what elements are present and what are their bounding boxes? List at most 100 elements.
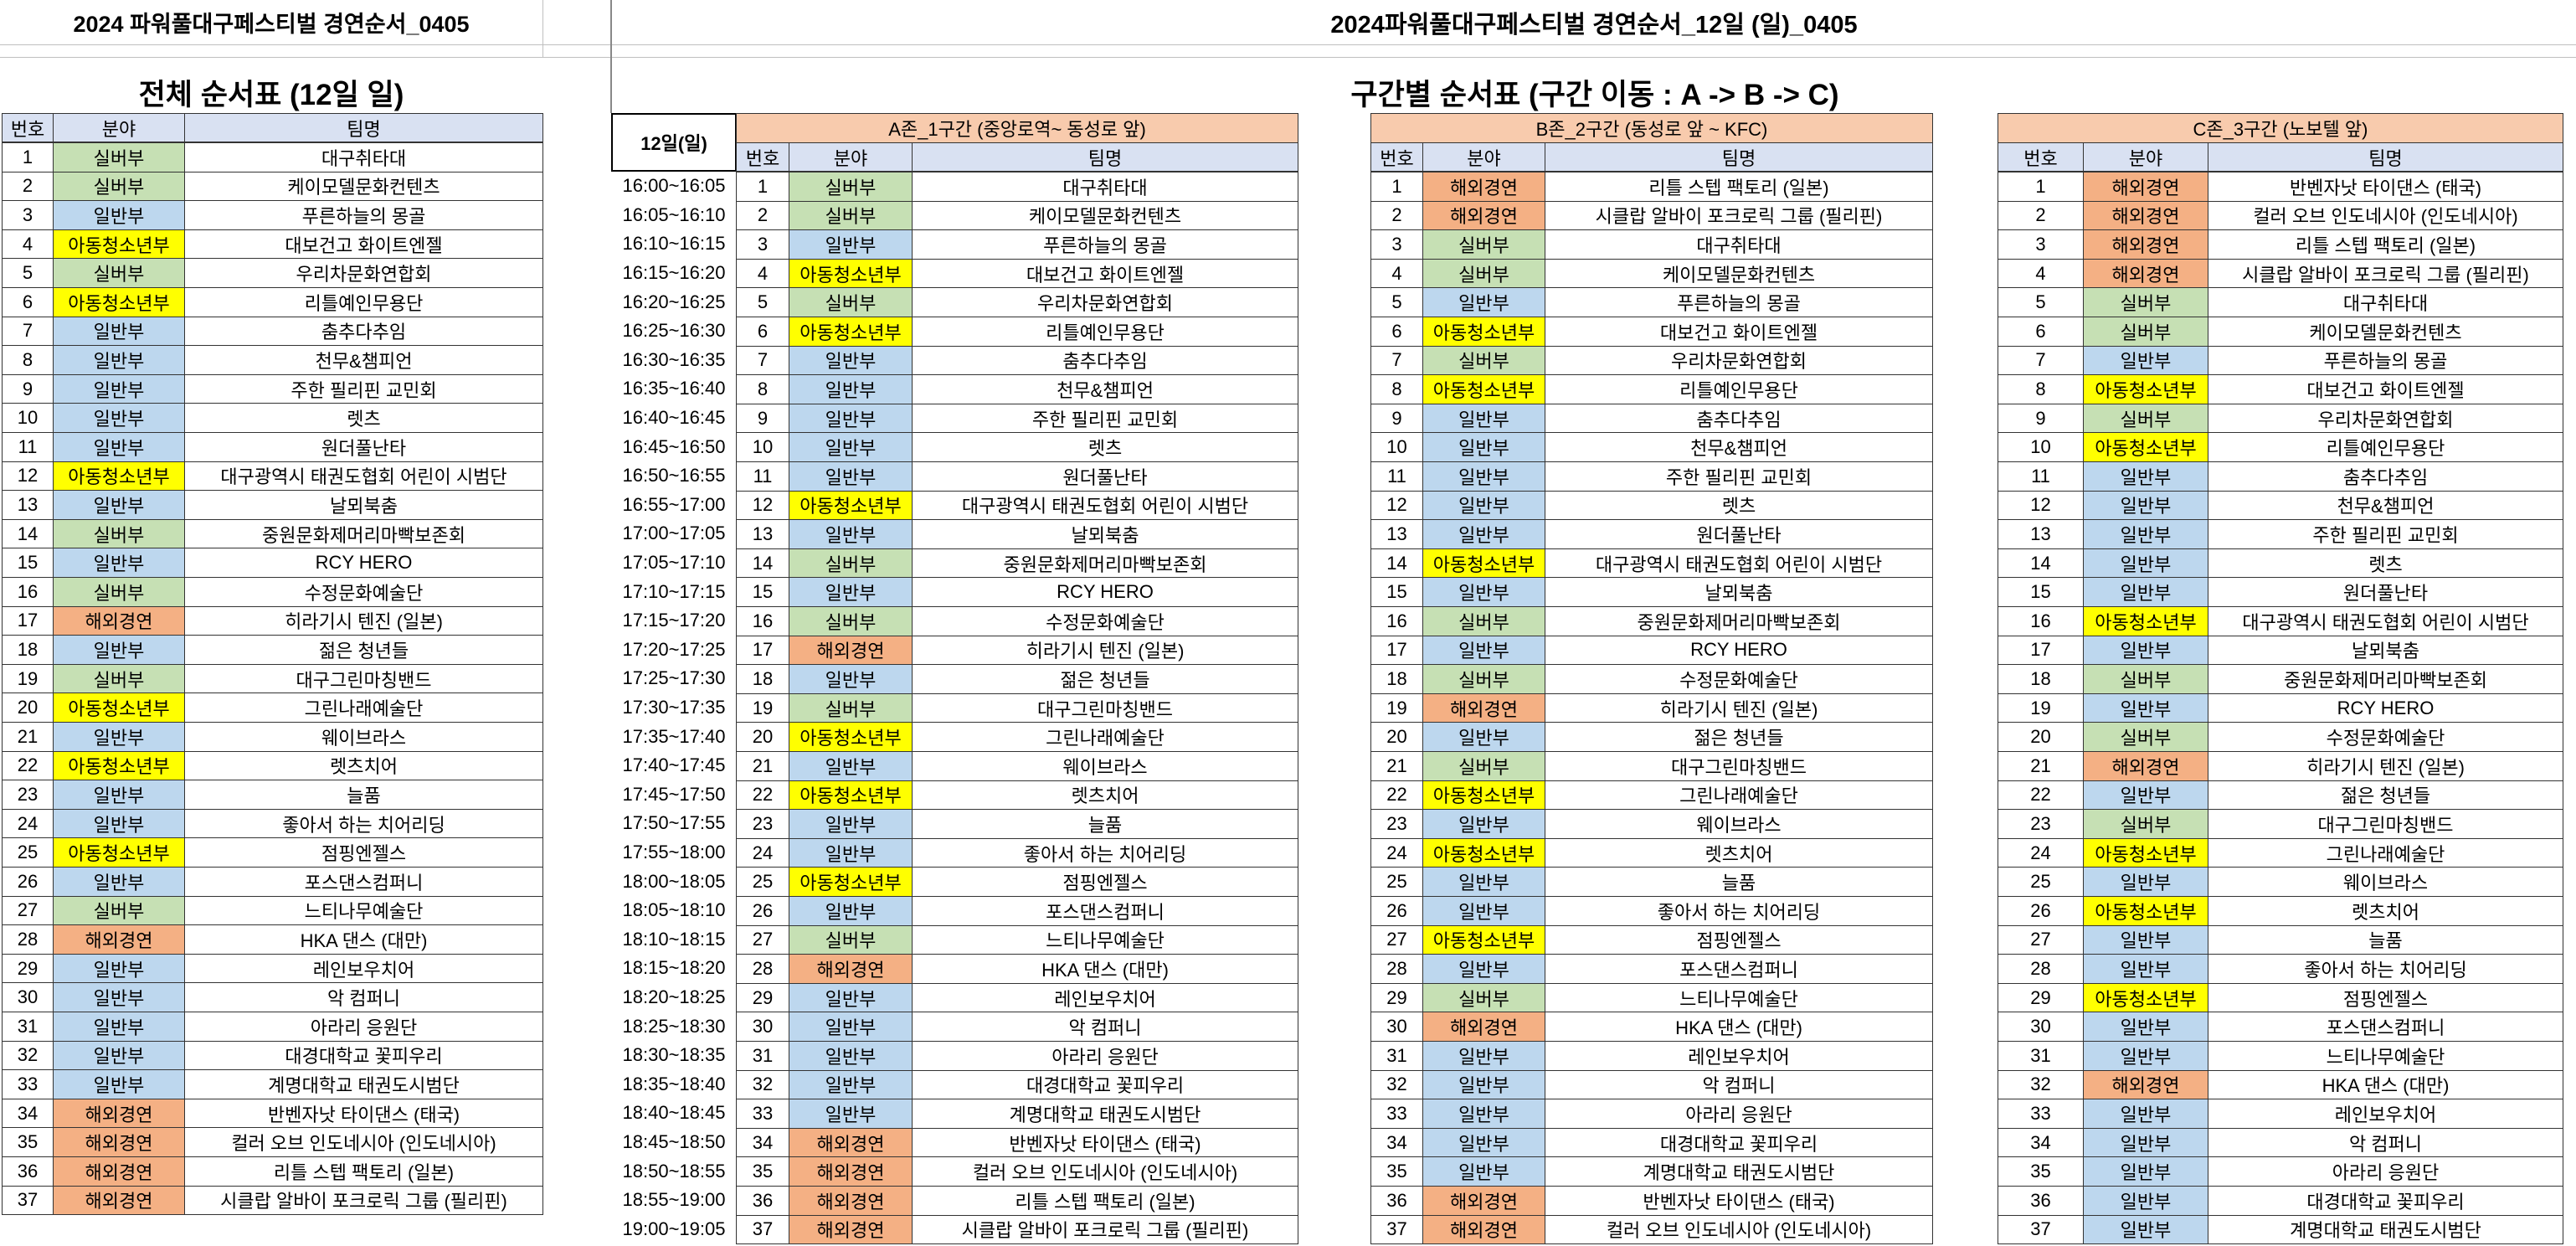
category: 일반부 <box>53 982 185 1012</box>
team-name: 반벤자낫 타이댄스 (태국) <box>912 1127 1298 1158</box>
row-number: 17 <box>1370 635 1423 666</box>
row-number: 31 <box>2 1012 54 1042</box>
team-name: 늘품 <box>912 809 1298 839</box>
row-number: 6 <box>2 287 54 317</box>
team-name: 리틀 스텝 팩토리 (일본) <box>912 1186 1298 1216</box>
row-number: 12 <box>736 490 789 521</box>
category: 일반부 <box>789 809 913 839</box>
column-header: 분야 <box>53 113 185 142</box>
category: 일반부 <box>2083 1156 2208 1187</box>
category: 일반부 <box>1422 1127 1545 1158</box>
team-name: 반벤자낫 타이댄스 (태국) <box>184 1098 543 1129</box>
category: 실버부 <box>1422 664 1545 694</box>
row-number: 31 <box>736 1041 789 1071</box>
category: 해외경연 <box>789 635 913 666</box>
row-number: 28 <box>2 924 54 955</box>
row-number: 9 <box>1370 403 1423 434</box>
team-name: HKA 댄스 (대만) <box>912 954 1298 984</box>
row-number: 36 <box>1370 1186 1423 1216</box>
row-number: 32 <box>736 1069 789 1100</box>
category: 일반부 <box>789 751 913 781</box>
category: 해외경연 <box>1422 693 1545 723</box>
time-slot: 16:35~16:40 <box>622 378 726 399</box>
row-number: 23 <box>1370 809 1423 839</box>
team-name: 천무&챔피언 <box>1545 432 1933 462</box>
category: 일반부 <box>1422 287 1545 317</box>
team-name: 대구광역시 태권도협회 어린이 시범단 <box>1545 548 1933 579</box>
team-name: 아라리 응원단 <box>912 1041 1298 1071</box>
team-name: 느티나무예술단 <box>2208 1041 2563 1071</box>
category: 실버부 <box>789 200 913 231</box>
team-name: 케이모델문화컨텐츠 <box>1545 258 1933 289</box>
row-number: 19 <box>1370 693 1423 723</box>
team-name: 대구취타대 <box>912 172 1298 202</box>
team-name: 수정문화예술단 <box>2208 722 2563 752</box>
team-name: 느티나무예술단 <box>184 895 543 926</box>
category: 일반부 <box>53 1069 185 1099</box>
team-name: RCY HERO <box>1545 635 1933 666</box>
time-slot: 17:30~17:35 <box>622 697 726 718</box>
row-number: 18 <box>1998 664 2084 694</box>
row-number: 3 <box>1998 229 2084 260</box>
time-slot: 16:10~16:15 <box>622 233 726 255</box>
category: 아동청소년부 <box>789 780 913 811</box>
row-number: 20 <box>2 693 54 723</box>
team-name: HKA 댄스 (대만) <box>184 924 543 955</box>
row-number: 8 <box>1998 374 2084 404</box>
row-number: 7 <box>736 345 789 376</box>
row-number: 26 <box>2 867 54 897</box>
category: 일반부 <box>1422 1156 1545 1187</box>
team-name: 레인보우치어 <box>2208 1099 2563 1129</box>
team-name: HKA 댄스 (대만) <box>1545 1012 1933 1042</box>
time-slot: 17:35~17:40 <box>622 725 726 747</box>
team-name: 천무&챔피언 <box>2208 490 2563 521</box>
team-name: 렛츠 <box>1545 490 1933 521</box>
row-number: 29 <box>1998 982 2084 1013</box>
category: 아동청소년부 <box>2083 837 2208 868</box>
team-name: 춤추다추임 <box>2208 461 2563 492</box>
time-slot: 19:00~19:05 <box>622 1218 726 1239</box>
row-number: 18 <box>736 664 789 694</box>
category: 아동청소년부 <box>1422 548 1545 579</box>
row-number: 10 <box>1998 432 2084 462</box>
category: 일반부 <box>53 373 185 404</box>
category: 일반부 <box>53 432 185 462</box>
row-number: 3 <box>2 200 54 230</box>
category: 아동청소년부 <box>1422 837 1545 868</box>
row-number: 14 <box>736 548 789 579</box>
time-slot: 16:55~17:00 <box>622 493 726 515</box>
row-number: 1 <box>736 172 789 202</box>
row-number: 23 <box>736 809 789 839</box>
row-number: 37 <box>1370 1214 1423 1245</box>
row-number: 35 <box>1370 1156 1423 1187</box>
team-name: 웨이브라스 <box>184 722 543 752</box>
category: 실버부 <box>2083 722 2208 752</box>
row-number: 36 <box>736 1186 789 1216</box>
row-number: 10 <box>736 432 789 462</box>
team-name: 날뫼북춤 <box>1545 577 1933 607</box>
team-name: 대구그린마칭밴드 <box>912 693 1298 723</box>
row-number: 30 <box>1998 1012 2084 1042</box>
team-name: 대구그린마칭밴드 <box>184 663 543 694</box>
time-slot: 16:40~16:45 <box>622 407 726 429</box>
category: 일반부 <box>789 1012 913 1042</box>
team-name: 포스댄스컴퍼니 <box>184 867 543 897</box>
category: 일반부 <box>1422 1069 1545 1100</box>
category: 아동청소년부 <box>53 750 185 781</box>
category: 일반부 <box>2083 1214 2208 1245</box>
team-name: 대구취타대 <box>184 142 543 172</box>
row-number: 20 <box>736 722 789 752</box>
time-header: 12일(일) <box>611 113 737 172</box>
row-number: 29 <box>736 982 789 1013</box>
row-number: 21 <box>1370 751 1423 781</box>
category: 아동청소년부 <box>789 867 913 897</box>
zone-title: A존_1구간 (중앙로역~ 동성로 앞) <box>736 113 1298 143</box>
category: 해외경연 <box>2083 751 2208 781</box>
row-number: 36 <box>2 1156 54 1187</box>
team-name: 히라기시 텐진 (일본) <box>2208 751 2563 781</box>
team-name: 렛츠치어 <box>912 780 1298 811</box>
row-number: 12 <box>2 461 54 492</box>
team-name: 웨이브라스 <box>912 751 1298 781</box>
grid-line <box>542 0 543 57</box>
row-number: 4 <box>2 229 54 260</box>
